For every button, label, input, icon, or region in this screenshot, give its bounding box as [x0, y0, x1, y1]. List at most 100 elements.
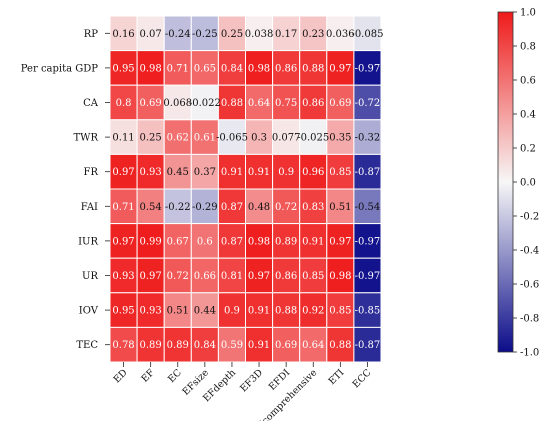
cell-value-label: -0.022	[189, 98, 221, 109]
cell-value-label: 0.85	[329, 306, 351, 317]
cell-value-label: 0.93	[140, 306, 162, 317]
heatmap-cell-r8-c4	[217, 292, 246, 328]
cell-value-label: 0.86	[302, 98, 324, 109]
heatmap-cell-r2-c9	[353, 84, 382, 121]
cell-value-label: 0.35	[329, 133, 351, 144]
cell-value-label: 0.98	[140, 63, 162, 74]
heatmap-cell-r4-c9	[353, 153, 382, 190]
colorbar-tick-label: -0.8	[520, 314, 539, 325]
cell-value-label: 0.71	[167, 63, 189, 74]
heatmap-cell-r8-c1	[136, 292, 165, 328]
colorbar-tick-label: 0.2	[520, 144, 536, 155]
cell-value-label: 0.44	[194, 306, 216, 317]
cell-value-label: 0.91	[221, 167, 243, 178]
cell-value-label: 0.45	[167, 167, 189, 178]
cell-value-label: 0.88	[275, 306, 297, 317]
colorbar-tick-label: -0.6	[520, 280, 539, 291]
cell-value-label: 0.81	[221, 271, 243, 282]
cell-value-label: 0.93	[112, 271, 134, 282]
heatmap-cell-r1-c3	[190, 50, 219, 86]
colorbar-gradient	[497, 11, 514, 353]
cell-value-label: 0.8	[116, 98, 132, 109]
cell-value-label: -0.97	[355, 63, 381, 74]
cell-value-label: 0.66	[194, 271, 216, 282]
heatmap-cell-r6-c3	[190, 223, 219, 259]
colorbar-tick-label: 0.4	[520, 110, 536, 121]
cell-value-label: 0.98	[248, 63, 270, 74]
heatmap-cell-r3-c5	[245, 119, 274, 155]
heatmap-cell-r7-c5	[245, 257, 274, 294]
y-tick-label: RP	[84, 29, 99, 40]
x-tick-label: EC	[166, 367, 184, 385]
cell-value-label: 0.89	[167, 340, 189, 351]
heatmap-cell-r2-c2	[163, 84, 192, 121]
heatmap-cell-r9-c0	[109, 326, 138, 363]
heatmap-cell-r8-c7	[299, 292, 328, 328]
heatmap-cell-r9-c6	[272, 326, 301, 363]
cell-value-label: -0.32	[355, 133, 381, 144]
x-tick-label: ETI	[327, 367, 347, 387]
y-tick-label: FR	[84, 167, 99, 178]
y-tick-label: Per capita GDP	[21, 63, 98, 74]
cell-value-label: 0.84	[221, 63, 243, 74]
cell-value-label: 0.69	[329, 98, 351, 109]
heatmap-cell-r1-c5	[245, 50, 274, 86]
heatmap-cell-r3-c6	[272, 119, 301, 155]
y-tick-label: UR	[82, 271, 98, 282]
x-tick-label: EF3D	[238, 367, 265, 394]
cell-value-label: 0.69	[275, 340, 297, 351]
heatmap-cell-r7-c7	[299, 257, 328, 294]
cell-value-label: 0.87	[221, 236, 243, 247]
heatmap-cell-r7-c4	[217, 257, 246, 294]
heatmap-cell-r9-c9	[353, 326, 382, 363]
cell-value-label: 0.038	[245, 29, 274, 40]
y-axis-labels: RP Per capita GDP CA TWR FR FAI IUR UR IOV TEC	[21, 29, 110, 351]
colorbar-tick-label: 0.6	[520, 76, 536, 87]
cell-value-label: 0.97	[329, 236, 351, 247]
cell-value-label: 0.67	[167, 236, 189, 247]
colorbar-tick-label: -0.2	[520, 212, 539, 223]
cell-value-label: 0.98	[248, 236, 270, 247]
cell-value-label: 0.3	[251, 133, 267, 144]
heatmap-cell-r5-c0	[109, 188, 138, 225]
cell-value-label: 0.11	[112, 133, 134, 144]
cell-value-label: 0.85	[329, 167, 351, 178]
cell-value-label: 0.95	[112, 63, 134, 74]
cell-value-label: 0.86	[275, 271, 297, 282]
cell-value-label: -0.97	[355, 271, 381, 282]
heatmap-cell-r9-c4	[217, 326, 246, 363]
cell-value-label: -0.87	[355, 167, 381, 178]
cell-value-label: 0.97	[140, 271, 162, 282]
y-tick-label: CA	[83, 98, 99, 109]
heatmap-cells	[109, 15, 382, 363]
heatmap-cell-r8-c9	[353, 292, 382, 328]
cell-value-label: 0.93	[140, 167, 162, 178]
heatmap-cell-r6-c9	[353, 223, 382, 259]
heatmap-cell-r6-c7	[299, 223, 328, 259]
heatmap-cell-r5-c3	[190, 188, 219, 225]
cell-value-label: -0.72	[355, 98, 381, 109]
cell-value-label: 0.89	[275, 236, 297, 247]
cell-value-label: 0.91	[248, 306, 270, 317]
cell-value-label: 0.068	[163, 98, 192, 109]
heatmap-cell-r1-c9	[353, 50, 382, 86]
cell-value-label: 0.07	[140, 29, 162, 40]
heatmap-cell-r7-c9	[353, 257, 382, 294]
heatmap-cell-r0-c1	[136, 15, 165, 52]
y-tick-label: IUR	[78, 236, 98, 247]
heatmap-cell-r5-c8	[326, 188, 355, 225]
cell-value-label: 0.83	[302, 202, 324, 213]
cell-value-label: -0.87	[355, 340, 381, 351]
cell-value-label: 0.88	[221, 98, 243, 109]
cell-value-label: -0.065	[216, 133, 248, 144]
colorbar-tick-label: 0.8	[520, 42, 536, 53]
heatmap-cell-r6-c0	[109, 223, 138, 259]
cell-value-label: 0.51	[167, 306, 189, 317]
cell-value-label: 0.077	[272, 133, 301, 144]
cell-value-label: 0.71	[112, 202, 134, 213]
cell-value-label: 0.87	[221, 202, 243, 213]
cell-value-label: 0.98	[329, 271, 351, 282]
cell-value-label: -0.29	[192, 202, 218, 213]
